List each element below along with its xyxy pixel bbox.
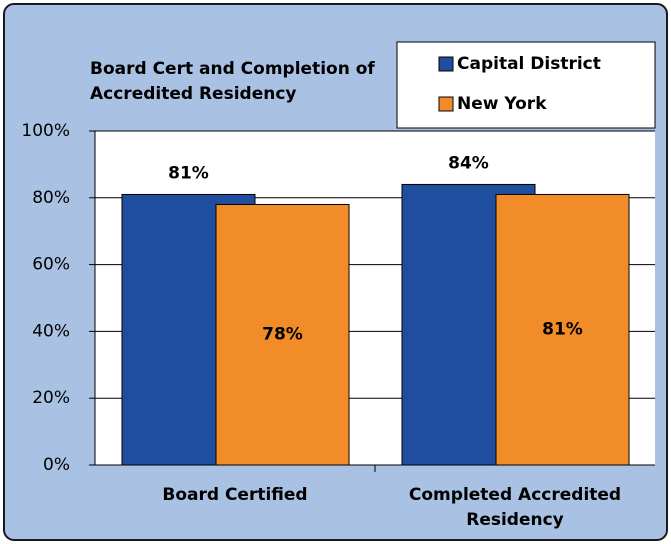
y-tick-label: 60% [32,255,70,275]
y-tick-label: 40% [32,321,70,341]
x-tick-label: Completed Accredited Residency [408,485,622,530]
bar [215,203,350,466]
y-tick-label: 100% [21,121,70,141]
legend-label: Capital District [457,54,601,74]
legend-swatch [438,96,454,112]
legend-box [396,41,656,129]
legend-label: New York [457,94,547,114]
chart-title: Board Cert and Completion of Accredited … [90,59,375,104]
data-label: 84% [448,153,489,173]
y-tick-label: 0% [43,455,70,475]
data-label: 81% [542,320,583,340]
y-tick-label: 80% [32,188,70,208]
data-label: 78% [262,325,303,345]
y-tick-label: 20% [32,388,70,408]
data-label: 81% [168,163,209,183]
x-tick-label: Board Certified [162,485,308,505]
bar [495,193,630,466]
legend-swatch [438,56,454,72]
